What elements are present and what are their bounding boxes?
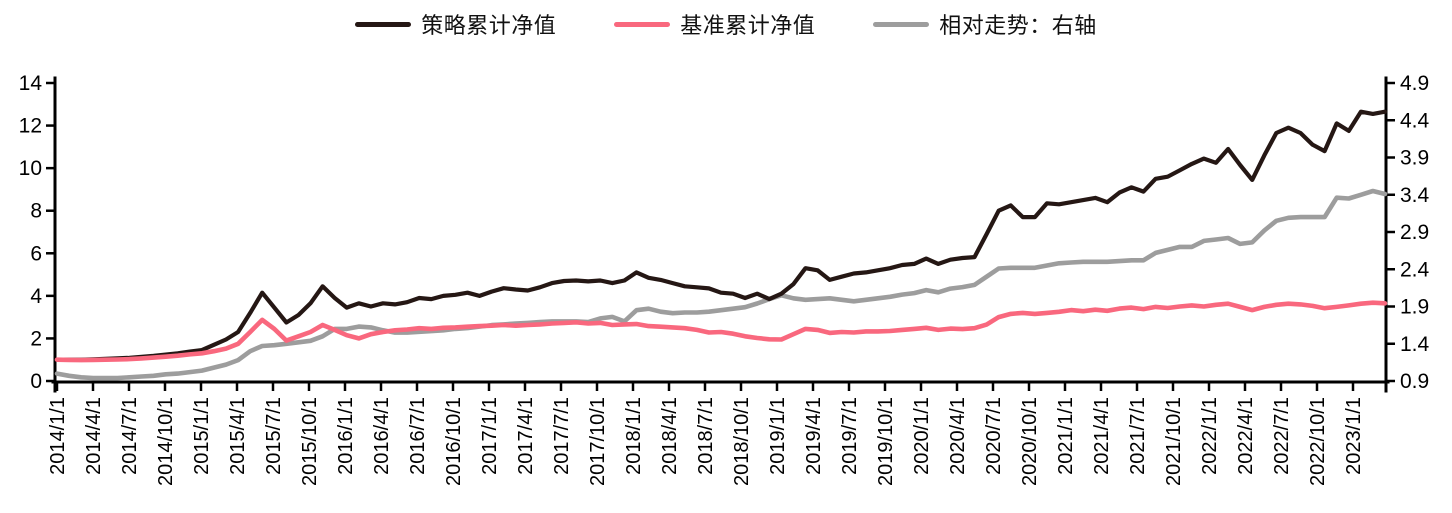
x-axis-date-label: 2020/1/1 [911,397,933,475]
left-axis-tick-label: 4 [30,285,42,308]
left-axis-tick-label: 2 [30,327,42,350]
x-axis-date-label: 2014/4/1 [83,397,105,475]
legend-item-relative: 相对走势：右轴 [873,8,1097,40]
right-axis-tick-label: 1.9 [1400,296,1429,319]
left-axis-labels: 0 2 4 6 8 10 12 14 [19,72,43,393]
legend-item-strategy: 策略累计净值 [355,8,556,40]
x-axis-date-label: 2021/4/1 [1091,397,1113,475]
left-axis-tick-label: 12 [19,115,42,138]
left-axis-tick-label: 6 [30,242,42,265]
series-line-strategy [54,109,1388,362]
left-axis-tick-label: 0 [30,370,42,393]
x-axis-date-label: 2018/4/1 [659,397,681,475]
x-axis-date-label: 2015/1/1 [191,397,213,475]
x-axis-date-label: 2017/10/1 [587,397,609,486]
axes [51,76,1390,393]
right-axis-tick-label: 3.9 [1400,147,1429,170]
right-axis-tick-label: 1.4 [1400,333,1430,356]
legend-label-relative: 相对走势：右轴 [939,13,1097,38]
x-axis-date-label: 2019/1/1 [767,397,789,475]
x-axis-date-label: 2019/4/1 [803,397,825,475]
x-axis-date-label: 2019/10/1 [875,397,897,486]
x-axis-date-label: 2017/7/1 [551,397,573,475]
series-line-benchmark [54,300,1388,363]
x-axis-date-label: 2022/7/1 [1271,397,1293,475]
x-axis-date-label: 2015/7/1 [263,397,285,475]
x-axis-date-label: 2016/4/1 [371,397,393,475]
x-axis-date-label: 2021/7/1 [1127,397,1149,475]
x-axis-date-label: 2023/1/1 [1343,397,1365,475]
x-axis-date-label: 2021/1/1 [1055,397,1077,475]
series-lines [54,109,1388,381]
legend-item-benchmark: 基准累计净值 [614,8,815,40]
x-axis-date-label: 2020/10/1 [1019,397,1041,486]
right-axis-tick-label: 0.9 [1400,370,1429,393]
x-axis-date-label: 2015/10/1 [299,397,321,486]
x-axis-date-label: 2014/7/1 [119,397,141,475]
benchmark-line-swatch-icon [614,21,671,27]
x-axis-date-label: 2019/7/1 [839,397,861,475]
x-axis-date-label: 2017/1/1 [479,397,501,475]
x-axis-date-label: 2014/1/1 [47,397,69,475]
x-axis-date-label: 2017/4/1 [515,397,537,475]
left-axis-tick-label: 8 [30,200,42,223]
x-axis-date-label: 2020/4/1 [947,397,969,475]
x-axis-date-label: 2020/7/1 [983,397,1005,475]
relative-line-swatch-icon [873,21,930,27]
x-axis-date-label: 2018/10/1 [731,397,753,486]
chart-legend: 策略累计净值 基准累计净值 相对走势：右轴 [0,9,1452,39]
right-axis-tick-label: 4.9 [1400,72,1429,95]
right-axis-tick-label: 2.4 [1400,258,1430,281]
right-axis-labels: 0.9 1.4 1.9 2.4 2.9 3.4 3.9 4.4 4.9 [1400,72,1430,393]
strategy-line-swatch-icon [355,21,412,27]
x-axis-date-label: 2016/1/1 [335,397,357,475]
x-axis-date-label: 2014/10/1 [155,397,177,486]
x-axis-date-label: 2016/10/1 [443,397,465,486]
x-axis-date-label: 2022/4/1 [1235,397,1257,475]
right-axis-tick-label: 4.4 [1400,109,1430,132]
x-axis-date-label: 2018/7/1 [695,397,717,475]
x-axis-date-label: 2022/10/1 [1307,397,1329,486]
x-axis-date-label: 2021/10/1 [1163,397,1185,486]
right-axis-tick-label: 3.4 [1400,184,1430,207]
x-axis-labels: 2014/1/1 2014/4/1 2014/7/1 2014/10/1 2015/1/… [47,397,1365,486]
legend-label-benchmark: 基准累计净值 [680,13,816,38]
x-axis-date-label: 2015/4/1 [227,397,249,475]
x-axis-date-label: 2018/1/1 [623,397,645,475]
tick-marks [46,81,1395,391]
x-axis-date-label: 2016/7/1 [407,397,429,475]
right-axis-tick-label: 2.9 [1400,221,1429,244]
left-axis-tick-label: 14 [19,72,43,95]
left-axis-tick-label: 10 [19,157,42,180]
legend-label-strategy: 策略累计净值 [421,13,557,38]
x-axis-date-label: 2022/1/1 [1199,397,1221,475]
series-line-relative [54,188,1388,381]
